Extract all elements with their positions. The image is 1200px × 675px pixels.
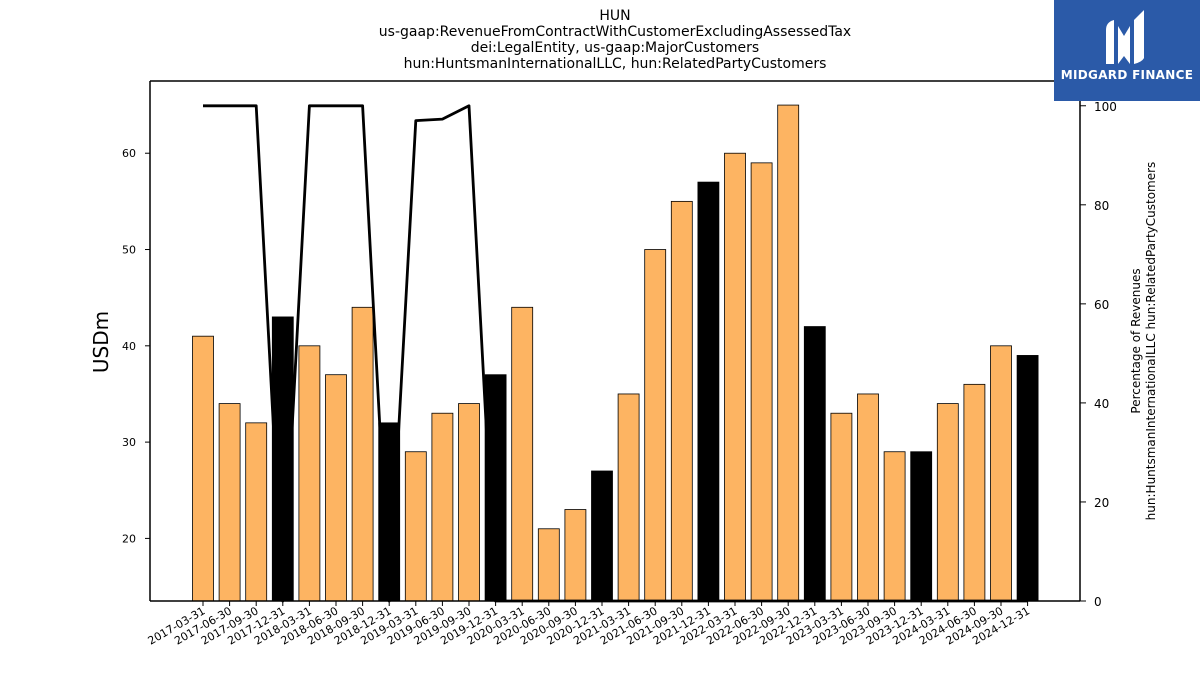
- bar-2019-06-30: [431, 412, 454, 602]
- bar-2019-03-31: [404, 451, 427, 602]
- title-line-0: HUN: [599, 8, 630, 24]
- y-tick-label-20: 20: [122, 532, 136, 545]
- title-line-2: dei:LegalEntity, us-gaap:MajorCustomers: [471, 40, 759, 56]
- bar-2022-12-31: [803, 326, 826, 602]
- bar-2022-03-31: [724, 152, 746, 602]
- y-tick-label-60: 60: [122, 147, 136, 160]
- bar-2020-09-30: [564, 509, 587, 602]
- bar-series: [192, 104, 1039, 602]
- bar-2021-06-30: [644, 249, 667, 602]
- bar-2021-09-30: [670, 200, 693, 602]
- y-tick-label-30: 30: [122, 436, 136, 449]
- chart-title: HUNus-gaap:RevenueFromContractWithCustom…: [379, 8, 851, 72]
- y-tick-label-50: 50: [122, 244, 136, 257]
- bar-2023-09-30: [883, 451, 906, 602]
- midgard-logo-icon: [1106, 10, 1144, 64]
- bar-2024-12-31: [1016, 355, 1039, 602]
- bar-2023-12-31: [910, 451, 933, 602]
- title-line-3: hun:HuntsmanInternationalLLC, hun:Relate…: [404, 56, 827, 72]
- y2-axis-label-line-0: Percentage of Revenues: [1129, 268, 1143, 413]
- bar-2021-03-31: [617, 393, 640, 602]
- y2-tick-label-60: 60: [1094, 298, 1109, 312]
- y2-tick-label-100: 100: [1094, 100, 1117, 114]
- bar-2018-09-30: [351, 306, 374, 602]
- bar-2023-06-30: [857, 393, 879, 602]
- title-line-1: us-gaap:RevenueFromContractWithCustomerE…: [379, 24, 851, 40]
- bar-2024-09-30: [990, 345, 1012, 602]
- bar-2021-12-31: [697, 181, 720, 602]
- y2-axis-label-line-1: hun:HuntsmanInternationalLLC hun:Related…: [1144, 162, 1158, 521]
- bar-2024-06-30: [963, 383, 986, 602]
- y-axis-label: USDm: [89, 311, 113, 373]
- bar-2017-06-30: [218, 403, 241, 602]
- bar-2023-03-31: [830, 412, 853, 602]
- y2-tick-label-20: 20: [1094, 496, 1109, 510]
- axis-labels: USDm Percentage of Revenues hun:HuntsmanIn…: [89, 162, 1158, 521]
- bar-2020-03-31: [511, 306, 534, 602]
- y2-tick-label-40: 40: [1094, 397, 1109, 411]
- bar-2019-09-30: [458, 403, 480, 602]
- bar-2022-09-30: [777, 104, 800, 602]
- logo-text: MIDGARD FINANCE: [1060, 68, 1194, 82]
- bar-2018-03-31: [298, 345, 321, 602]
- bar-2020-06-30: [537, 528, 560, 602]
- y-tick-label-40: 40: [122, 340, 136, 353]
- bar-2018-06-30: [325, 374, 347, 602]
- bar-2017-09-30: [245, 422, 268, 602]
- bar-2022-06-30: [750, 162, 773, 602]
- y2-tick-label-0: 0: [1094, 595, 1102, 609]
- y2-tick-label-80: 80: [1094, 199, 1109, 213]
- bar-2017-03-31: [192, 335, 214, 602]
- logo: MIDGARD FINANCE: [1054, 0, 1200, 101]
- bar-2024-03-31: [936, 403, 959, 602]
- bar-2020-12-31: [591, 470, 613, 602]
